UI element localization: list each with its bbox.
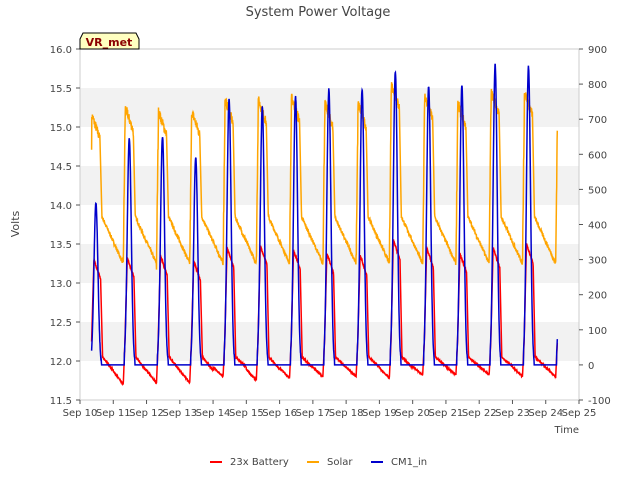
annotation-label: VR_met [86, 36, 133, 49]
y-axis-ticks: 11.5 12.0 12.5 13.0 13.5 14.0 14.5 15.0 15.5 16.0 [50, 45, 80, 407]
y-tick-label: 11.5 [50, 396, 72, 407]
series-line-solar [90, 82, 559, 270]
x-tick-label: Sep 21 [429, 408, 464, 419]
y-tick-label: 13.5 [50, 240, 72, 251]
y-tick-label: 14.5 [50, 162, 72, 173]
y2-tick-label: 600 [588, 150, 607, 161]
x-tick-label: Sep 11 [96, 408, 131, 419]
chart-title: System Power Voltage [246, 5, 391, 20]
legend-label: Solar [327, 457, 353, 468]
x-tick-label: Sep 19 [362, 408, 397, 419]
legend-label: 23x Battery [230, 457, 289, 468]
y2-axis-ticks: -100 0 100 200 300 400 500 600 700 800 900 [579, 45, 611, 407]
x-tick-label: Sep 23 [495, 408, 530, 419]
y2-tick-label: 100 [588, 326, 607, 337]
y2-tick-label: 200 [588, 291, 607, 302]
y-axis-label: Volts [9, 210, 22, 237]
x-tick-label: Sep 15 [229, 408, 264, 419]
x-tick-label: Sep 10 [63, 408, 98, 419]
annotation-box: VR_met [79, 32, 140, 50]
x-tick-label: Sep 25 [562, 408, 597, 419]
y2-tick-label: 300 [588, 256, 607, 267]
plot-series [90, 63, 559, 386]
series-line-cm1-in [90, 63, 559, 366]
x-tick-label: Sep 12 [129, 408, 164, 419]
x-tick-label: Sep 14 [196, 408, 231, 419]
x-tick-label: Sep 24 [528, 408, 563, 419]
y-tick-label: 15.0 [50, 123, 72, 134]
y2-tick-label: 700 [588, 115, 607, 126]
x-tick-label: Sep 17 [295, 408, 330, 419]
x-tick-label: Sep 22 [462, 408, 497, 419]
y-tick-label: 12.5 [50, 318, 72, 329]
x-tick-label: Sep 13 [162, 408, 197, 419]
y-tick-label: 13.0 [50, 279, 72, 290]
y-tick-label: 12.0 [50, 357, 72, 368]
legend-label: CM1_in [391, 457, 427, 468]
y-tick-label: 15.5 [50, 84, 72, 95]
y2-tick-label: 800 [588, 80, 607, 91]
x-tick-label: Sep 18 [329, 408, 364, 419]
x-axis-label: Time [554, 425, 579, 436]
y-tick-label: 16.0 [50, 45, 72, 56]
grid-band [80, 166, 579, 205]
grid-band [80, 322, 579, 361]
y2-tick-label: 500 [588, 185, 607, 196]
legend: 23x Battery Solar CM1_in [210, 457, 427, 468]
x-tick-label: Sep 20 [395, 408, 430, 419]
y2-tick-label: 400 [588, 221, 607, 232]
y2-tick-label: 900 [588, 45, 607, 56]
y2-tick-label: -100 [588, 396, 611, 407]
x-tick-label: Sep 16 [262, 408, 297, 419]
y2-tick-label: 0 [588, 361, 594, 372]
y-tick-label: 14.0 [50, 201, 72, 212]
